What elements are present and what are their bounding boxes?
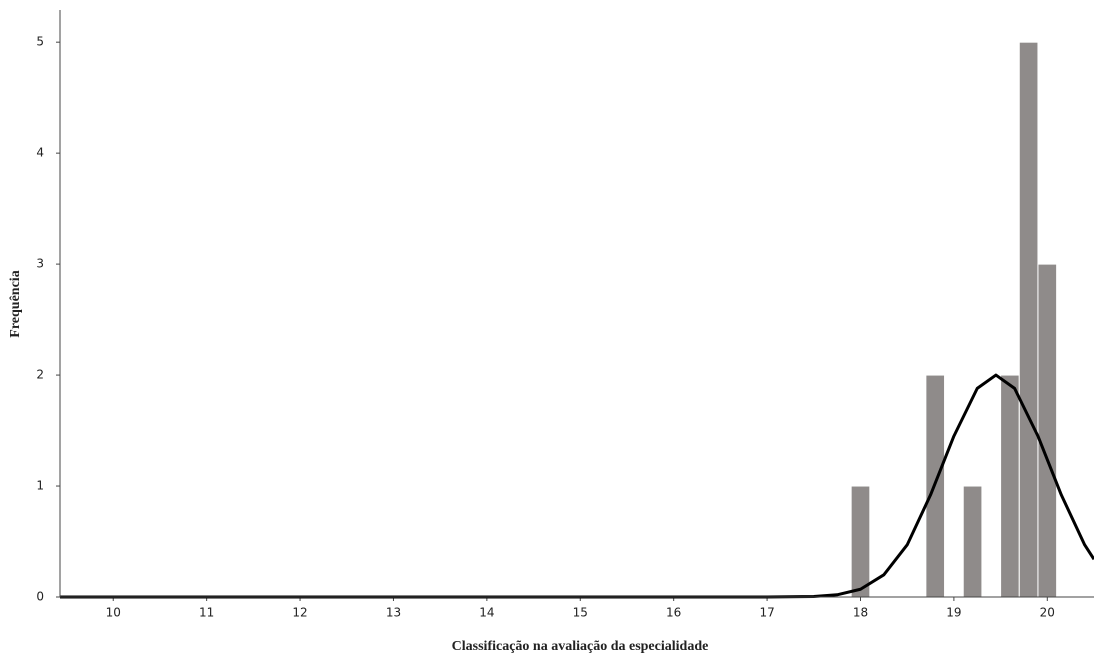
x-tick-label: 19	[946, 606, 961, 620]
y-axis-label: Frequência	[8, 270, 23, 337]
x-axis-label: Classificação na avaliação da especialid…	[452, 639, 709, 654]
y-tick-label: 2	[36, 368, 44, 382]
bar	[1000, 374, 1020, 598]
y-tick-label: 1	[36, 479, 44, 493]
y-tick-label: 5	[36, 35, 44, 49]
x-tick-label: 15	[573, 606, 588, 620]
x-tick-label: 14	[479, 606, 494, 620]
y-tick-label: 4	[36, 146, 44, 160]
bar	[1037, 263, 1058, 598]
x-tick-label: 20	[1040, 606, 1055, 620]
x-tick-label: 12	[292, 606, 307, 620]
x-tick-label: 18	[853, 606, 868, 620]
x-tick-label: 17	[759, 606, 774, 620]
bar	[962, 485, 983, 598]
x-tick-label: 11	[199, 606, 214, 620]
y-tick-label: 0	[36, 590, 44, 604]
x-tick-label: 10	[106, 606, 121, 620]
normal-curve	[60, 373, 1094, 599]
bar	[1018, 41, 1039, 598]
x-tick-label: 16	[666, 606, 681, 620]
y-tick-label: 3	[36, 257, 44, 271]
bar	[850, 485, 871, 598]
x-tick-label: 13	[386, 606, 401, 620]
